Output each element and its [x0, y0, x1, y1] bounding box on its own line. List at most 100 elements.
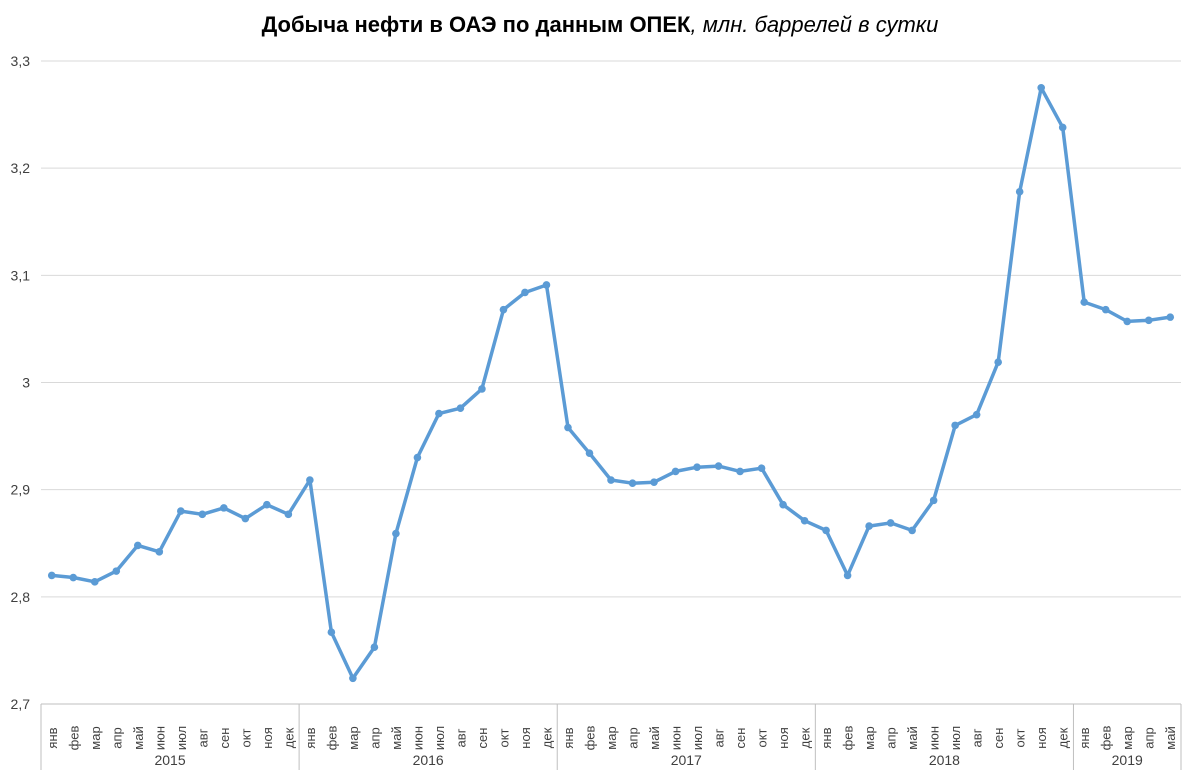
data-point: [1166, 313, 1175, 321]
x-tick-label: сен: [991, 728, 1006, 749]
x-tick-label: фев: [324, 725, 339, 750]
x-tick-label: окт: [755, 728, 770, 747]
data-point: [628, 479, 637, 488]
x-tick-label: сен: [217, 728, 232, 749]
y-tick-label: 3,2: [11, 160, 31, 176]
x-tick-label: мар: [604, 726, 619, 749]
data-point: [392, 529, 400, 538]
y-tick-label: 3,3: [11, 53, 31, 69]
data-point: [47, 571, 56, 580]
x-tick-label: авг: [195, 728, 210, 747]
data-point: [757, 464, 766, 473]
data-point: [929, 496, 938, 505]
x-tick-label: янв: [561, 727, 576, 748]
data-point: [521, 288, 529, 297]
x-tick-label: дек: [281, 727, 296, 748]
data-point: [585, 449, 594, 458]
x-tick-label: окт: [496, 728, 511, 747]
data-point: [112, 567, 121, 575]
data-point: [1015, 187, 1024, 196]
data-point: [564, 423, 572, 432]
series-line: [51, 86, 1171, 681]
data-point: [542, 281, 551, 289]
x-tick-label: июн: [152, 726, 167, 750]
x-tick-label: авг: [453, 728, 468, 747]
x-tick-label: апр: [367, 727, 382, 749]
x-tick-label: май: [131, 726, 146, 749]
data-point: [69, 573, 78, 582]
data-point: [133, 541, 142, 550]
x-tick-label: июн: [410, 726, 425, 750]
year-label: 2019: [1112, 752, 1143, 768]
data-point: [177, 507, 185, 515]
data-point: [650, 478, 658, 486]
x-tick-label: фев: [66, 725, 81, 750]
x-tick-label: дек: [539, 727, 554, 748]
x-tick-label: ноя: [518, 727, 533, 748]
x-tick-label: окт: [238, 728, 253, 747]
data-point: [779, 500, 787, 509]
x-tick-label: янв: [819, 727, 834, 748]
x-tick-label: ноя: [776, 727, 791, 748]
x-tick-label: июн: [927, 726, 942, 750]
x-tick-label: янв: [303, 727, 318, 748]
data-point: [951, 421, 959, 430]
x-tick-label: май: [1163, 726, 1178, 749]
y-tick-label: 2,9: [11, 482, 31, 498]
data-point: [370, 643, 379, 652]
data-point: [284, 510, 293, 519]
data-point: [886, 519, 895, 527]
data-point: [1123, 317, 1132, 326]
x-tick-label: май: [389, 726, 404, 749]
x-tick-label: мар: [88, 726, 103, 749]
x-tick-label: фев: [1099, 725, 1114, 750]
x-tick-label: апр: [626, 727, 641, 749]
x-tick-label: авг: [970, 728, 985, 747]
x-tick-label: авг: [712, 728, 727, 747]
data-point: [1080, 298, 1089, 306]
data-point: [90, 578, 99, 586]
x-tick-label: янв: [1077, 727, 1092, 748]
x-tick-label: май: [905, 726, 920, 749]
data-point: [263, 500, 271, 509]
data-point: [435, 409, 443, 418]
x-tick-label: фев: [582, 725, 597, 750]
x-tick-label: май: [647, 726, 662, 749]
data-point: [456, 404, 465, 413]
data-point: [499, 305, 508, 314]
chart-subtitle: , млн. баррелей в сутки: [690, 12, 939, 37]
data-point: [1037, 83, 1045, 92]
data-point: [800, 516, 809, 525]
data-point: [908, 526, 916, 535]
year-label: 2016: [413, 752, 444, 768]
chart-title: Добыча нефти в ОАЭ по данным ОПЕК, млн. …: [0, 12, 1200, 38]
x-tick-label: ноя: [1034, 727, 1049, 748]
x-tick-label: янв: [45, 727, 60, 748]
data-point: [1144, 316, 1153, 325]
year-label: 2018: [929, 752, 960, 768]
year-label: 2015: [154, 752, 185, 768]
x-tick-label: июл: [174, 726, 189, 750]
y-tick-label: 2,8: [11, 589, 31, 605]
chart-title-main: Добыча нефти в ОАЭ по данным ОПЕК: [261, 12, 691, 37]
x-tick-label: окт: [1013, 728, 1028, 747]
data-point: [241, 514, 250, 523]
x-tick-label: июл: [690, 726, 705, 750]
data-point: [327, 628, 336, 636]
data-point: [155, 548, 164, 556]
data-point: [822, 526, 830, 535]
data-point: [607, 476, 615, 484]
data-point: [1101, 305, 1110, 314]
data-point: [714, 462, 723, 470]
x-tick-label: мар: [862, 726, 877, 749]
x-tick-label: сен: [475, 728, 490, 749]
x-tick-label: мар: [346, 726, 361, 749]
data-point: [220, 504, 228, 512]
data-point: [198, 510, 207, 519]
x-tick-label: июл: [948, 726, 963, 750]
x-tick-label: июл: [432, 726, 447, 750]
data-point: [671, 467, 680, 476]
x-tick-label: ноя: [260, 727, 275, 748]
data-point: [306, 476, 314, 484]
